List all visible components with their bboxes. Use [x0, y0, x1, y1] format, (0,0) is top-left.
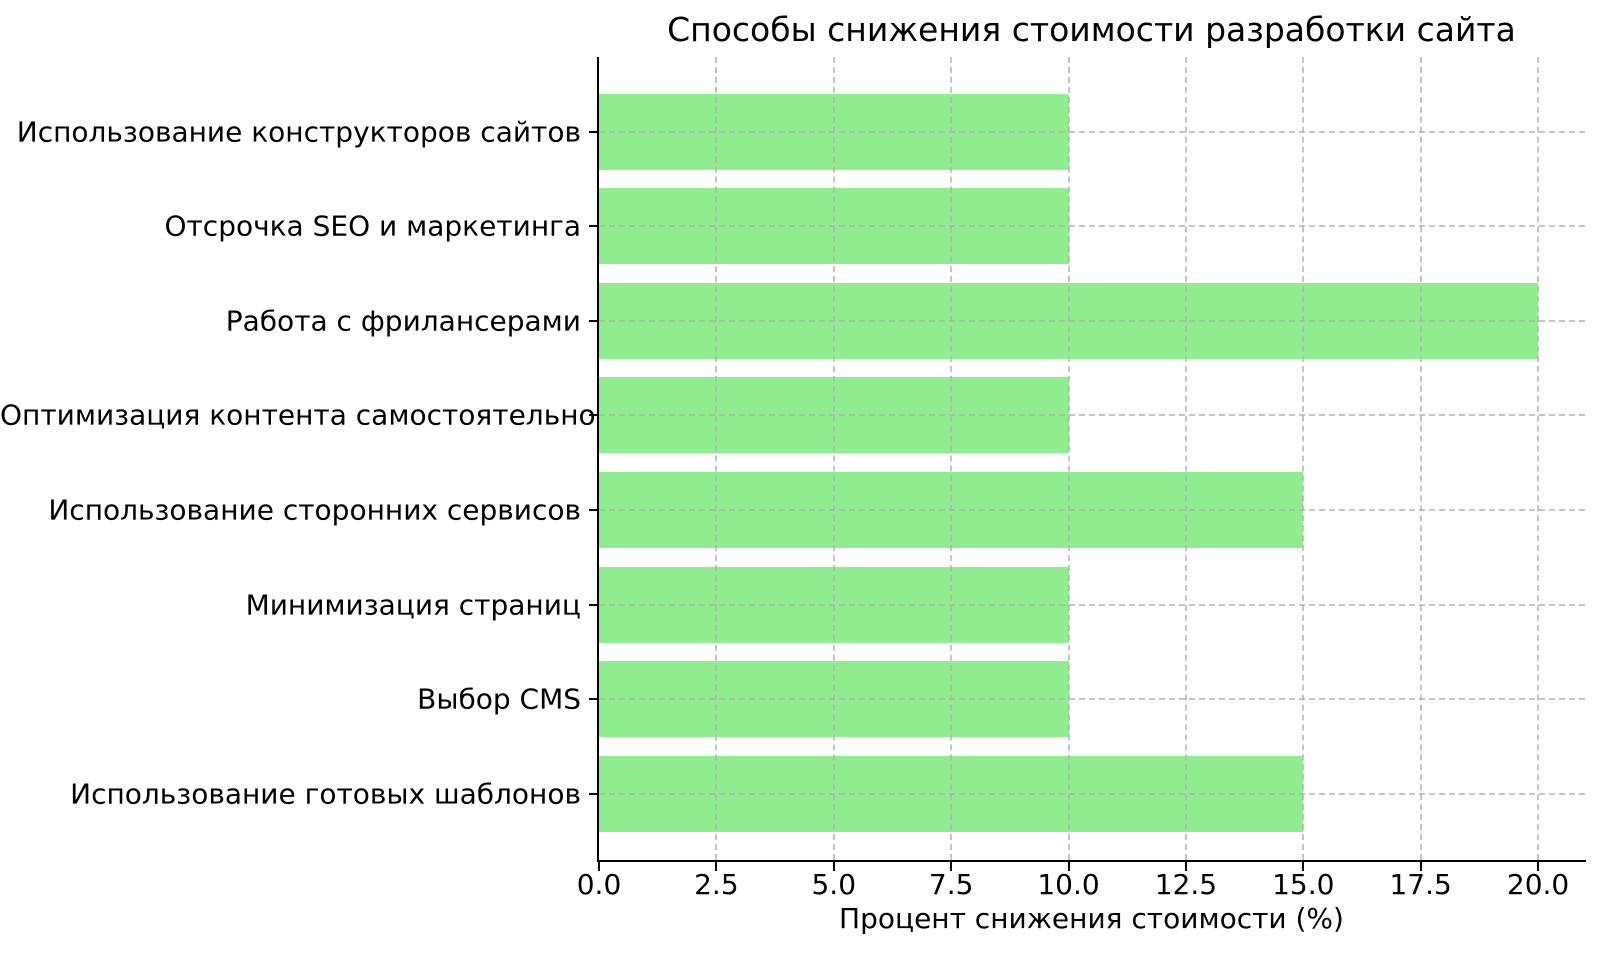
y-axis-spine [597, 57, 599, 862]
x-tick-mark [832, 862, 835, 871]
y-gridline [599, 414, 1585, 417]
y-gridline [599, 698, 1585, 701]
x-gridline [1184, 57, 1187, 860]
x-tick-label: 20.0 [1506, 868, 1570, 901]
y-tick-mark [589, 698, 597, 701]
x-gridline [1302, 57, 1305, 860]
plot-area [599, 57, 1585, 860]
y-gridline [599, 792, 1585, 795]
y-tick-label: Минимизация страниц [245, 588, 581, 621]
y-tick-label: Использование сторонних сервисов [48, 493, 581, 527]
y-tick-label: Работа с фрилансерами [225, 304, 581, 338]
y-gridline [599, 319, 1585, 322]
x-tick-mark [1419, 862, 1422, 871]
x-tick-label: 12.5 [1154, 868, 1218, 901]
x-gridline [715, 57, 718, 860]
x-gridline [950, 57, 953, 860]
x-tick-label: 17.5 [1389, 868, 1452, 901]
y-tick-label: Оптимизация контента самостоятельно [0, 398, 596, 432]
x-gridline [1067, 57, 1070, 860]
y-gridline [599, 130, 1585, 133]
y-tick-mark [589, 225, 597, 228]
x-tick-mark [1537, 862, 1540, 871]
y-tick-mark [589, 603, 597, 606]
y-tick-label: Отсрочка SEO и маркетинга [164, 209, 581, 243]
y-gridline [599, 603, 1585, 606]
x-gridline [1419, 57, 1422, 860]
x-tick-mark [598, 862, 600, 871]
x-tick-mark [1184, 862, 1187, 871]
y-gridline [599, 225, 1585, 228]
x-tick-label: 7.5 [928, 868, 974, 901]
x-axis-label: Процент снижения стоимости (%) [839, 902, 1344, 935]
y-tick-label: Выбор CMS [417, 682, 581, 716]
y-tick-mark [589, 792, 597, 795]
y-tick-mark [589, 319, 597, 322]
y-tick-mark [589, 414, 597, 417]
y-tick-mark [589, 508, 597, 511]
x-tick-mark [1302, 862, 1305, 871]
x-gridline [1537, 57, 1540, 860]
y-tick-label: Использование конструкторов сайтов [16, 115, 581, 148]
x-gridline [832, 57, 835, 860]
y-tick-label: Использование готовых шаблонов [70, 777, 581, 811]
x-tick-label: 2.5 [694, 868, 739, 901]
y-gridline [599, 508, 1585, 511]
x-tick-mark [715, 862, 718, 871]
x-axis-spine [597, 860, 1586, 862]
y-tick-mark [589, 130, 597, 133]
x-tick-label: 15.0 [1272, 868, 1335, 901]
x-tick-label: 10.0 [1037, 868, 1100, 901]
x-tick-mark [950, 862, 953, 871]
x-tick-label: 5.0 [811, 868, 857, 901]
x-tick-mark [1067, 862, 1070, 871]
x-tick-label: 0.0 [576, 868, 622, 901]
chart-title: Способы снижения стоимости разработки са… [667, 10, 1516, 49]
